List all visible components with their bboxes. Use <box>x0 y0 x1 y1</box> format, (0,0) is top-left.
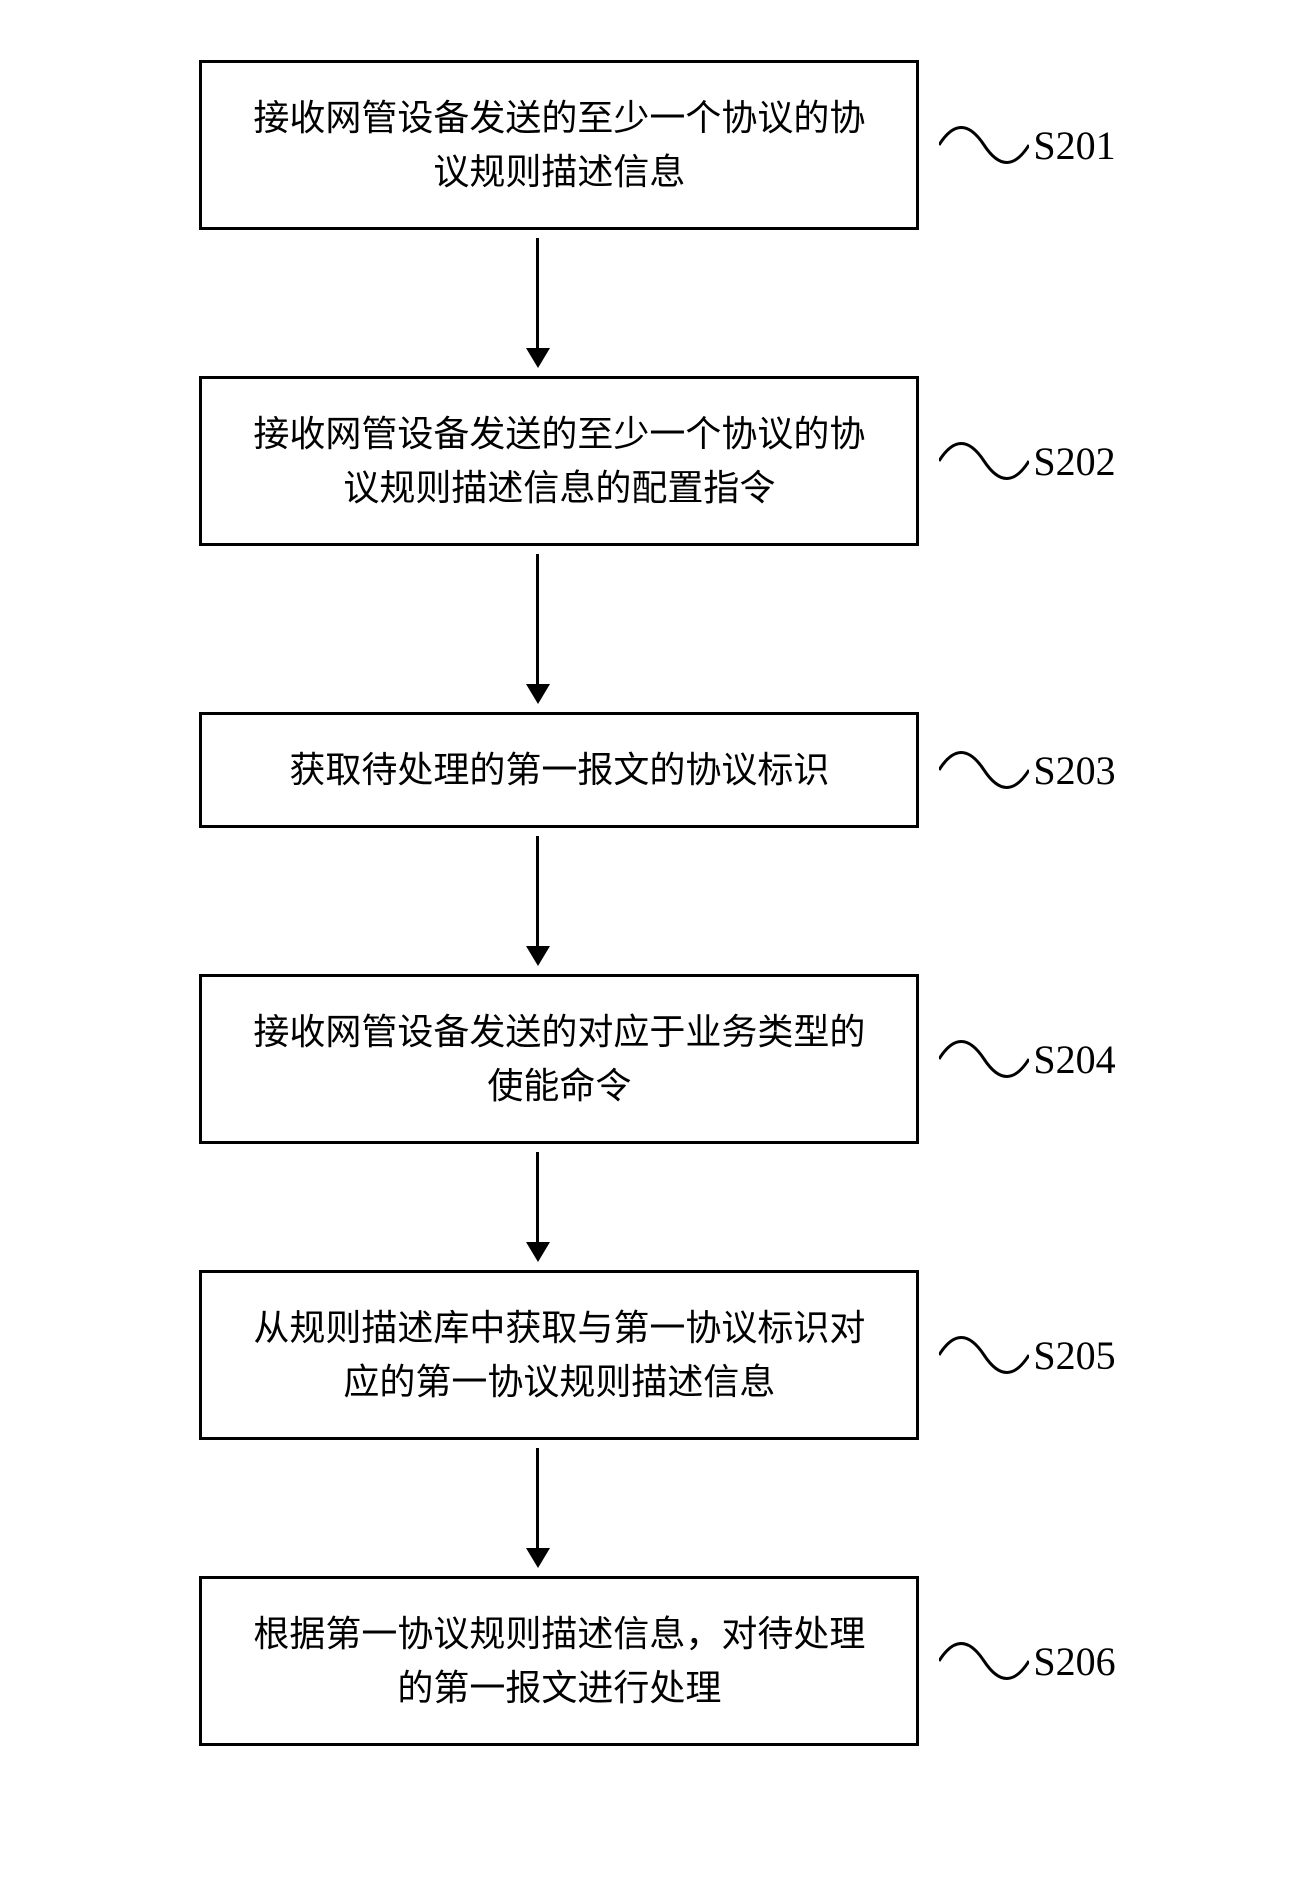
step-label-3: S203 <box>1033 747 1115 794</box>
step-label-4: S204 <box>1033 1036 1115 1083</box>
arrow-head-icon <box>526 946 550 966</box>
arrow-line <box>536 238 539 348</box>
step-box-6: 根据第一协议规则描述信息，对待处理的第一报文进行处理 <box>199 1576 919 1746</box>
step-label-5: S205 <box>1033 1332 1115 1379</box>
step-label-wrap-1: S201 <box>939 115 1115 175</box>
step-row-5: 从规则描述库中获取与第一协议标识对应的第一协议规则描述信息 S205 <box>199 1270 1115 1440</box>
step-text-2: 接收网管设备发送的至少一个协议的协议规则描述信息的配置指令 <box>238 407 880 515</box>
step-text-1: 接收网管设备发送的至少一个协议的协议规则描述信息 <box>238 91 880 199</box>
step-text-4: 接收网管设备发送的对应于业务类型的使能命令 <box>238 1005 880 1113</box>
step-row-2: 接收网管设备发送的至少一个协议的协议规则描述信息的配置指令 S202 <box>199 376 1115 546</box>
step-row-6: 根据第一协议规则描述信息，对待处理的第一报文进行处理 S206 <box>199 1576 1115 1746</box>
step-label-wrap-6: S206 <box>939 1631 1115 1691</box>
wavy-connector-icon <box>939 740 1029 800</box>
arrow-4 <box>526 1152 550 1262</box>
arrow-1 <box>526 238 550 368</box>
wavy-connector-icon <box>939 1029 1029 1089</box>
step-label-1: S201 <box>1033 122 1115 169</box>
flowchart-container: 接收网管设备发送的至少一个协议的协议规则描述信息 S201 接收网管设备发送的至… <box>199 60 1115 1746</box>
step-label-6: S206 <box>1033 1638 1115 1685</box>
step-row-4: 接收网管设备发送的对应于业务类型的使能命令 S204 <box>199 974 1115 1144</box>
step-box-2: 接收网管设备发送的至少一个协议的协议规则描述信息的配置指令 <box>199 376 919 546</box>
arrow-2 <box>526 554 550 704</box>
step-label-wrap-4: S204 <box>939 1029 1115 1089</box>
arrow-head-icon <box>526 348 550 368</box>
arrow-head-icon <box>526 1548 550 1568</box>
wavy-connector-icon <box>939 1325 1029 1385</box>
step-label-wrap-2: S202 <box>939 431 1115 491</box>
step-text-5: 从规则描述库中获取与第一协议标识对应的第一协议规则描述信息 <box>238 1301 880 1409</box>
arrow-line <box>536 1448 539 1548</box>
arrow-line <box>536 836 539 946</box>
step-box-1: 接收网管设备发送的至少一个协议的协议规则描述信息 <box>199 60 919 230</box>
step-text-6: 根据第一协议规则描述信息，对待处理的第一报文进行处理 <box>238 1607 880 1715</box>
step-text-3: 获取待处理的第一报文的协议标识 <box>289 743 829 797</box>
arrow-3 <box>526 836 550 966</box>
arrow-5 <box>526 1448 550 1568</box>
wavy-connector-icon <box>939 1631 1029 1691</box>
arrow-head-icon <box>526 1242 550 1262</box>
arrow-line <box>536 1152 539 1242</box>
step-box-4: 接收网管设备发送的对应于业务类型的使能命令 <box>199 974 919 1144</box>
step-label-wrap-5: S205 <box>939 1325 1115 1385</box>
step-row-3: 获取待处理的第一报文的协议标识 S203 <box>199 712 1115 828</box>
step-row-1: 接收网管设备发送的至少一个协议的协议规则描述信息 S201 <box>199 60 1115 230</box>
step-label-2: S202 <box>1033 438 1115 485</box>
step-label-wrap-3: S203 <box>939 740 1115 800</box>
arrow-line <box>536 554 539 684</box>
step-box-3: 获取待处理的第一报文的协议标识 <box>199 712 919 828</box>
step-box-5: 从规则描述库中获取与第一协议标识对应的第一协议规则描述信息 <box>199 1270 919 1440</box>
wavy-connector-icon <box>939 431 1029 491</box>
arrow-head-icon <box>526 684 550 704</box>
wavy-connector-icon <box>939 115 1029 175</box>
